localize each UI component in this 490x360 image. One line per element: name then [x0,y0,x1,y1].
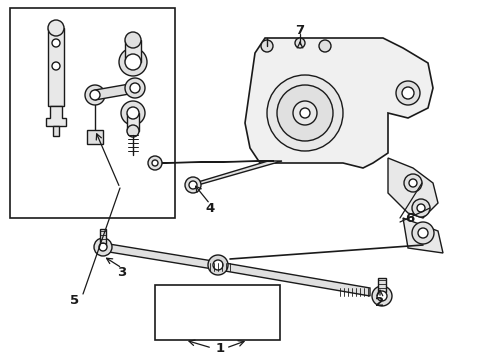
Bar [100,229,106,247]
Circle shape [418,228,428,238]
Text: 5: 5 [71,293,79,306]
Circle shape [295,38,305,48]
Circle shape [372,286,392,306]
Circle shape [130,83,140,93]
Circle shape [189,181,197,189]
Circle shape [121,101,145,125]
Circle shape [396,81,420,105]
Circle shape [185,177,201,193]
Polygon shape [46,106,66,126]
Circle shape [125,54,141,70]
Text: 2: 2 [375,296,385,309]
Polygon shape [151,161,274,163]
Bar [53,126,59,136]
Circle shape [148,156,162,170]
Circle shape [208,255,228,275]
Circle shape [52,62,60,70]
Circle shape [125,32,141,48]
Circle shape [319,40,331,52]
Circle shape [300,108,310,118]
Bar [10,8,175,218]
Circle shape [52,39,60,47]
Circle shape [417,204,425,212]
Circle shape [125,78,145,98]
Circle shape [127,125,139,137]
Circle shape [412,199,430,217]
Circle shape [90,90,100,100]
Circle shape [127,107,139,119]
Polygon shape [48,28,64,106]
Circle shape [119,48,147,76]
Text: 3: 3 [118,266,126,279]
Text: 6: 6 [405,212,415,225]
Circle shape [267,75,343,151]
Text: 1: 1 [216,342,224,355]
Circle shape [99,243,107,251]
Polygon shape [225,263,370,296]
Bar [87,130,103,144]
Text: 7: 7 [295,23,305,36]
Bar [155,285,280,340]
Polygon shape [95,83,135,100]
Circle shape [409,179,417,187]
Circle shape [85,85,105,105]
Bar [125,40,141,62]
Circle shape [377,291,387,301]
Polygon shape [403,218,443,253]
Bar [378,278,386,292]
Polygon shape [388,158,438,218]
Polygon shape [188,161,282,185]
Circle shape [277,85,333,141]
Circle shape [213,260,223,270]
Circle shape [261,40,273,52]
Bar [127,113,139,131]
Circle shape [412,222,434,244]
Circle shape [293,101,317,125]
Text: 4: 4 [205,202,215,215]
Circle shape [152,160,158,166]
Circle shape [402,87,414,99]
Circle shape [404,174,422,192]
Circle shape [48,20,64,36]
Polygon shape [245,38,433,168]
Polygon shape [103,243,225,271]
Circle shape [94,238,112,256]
